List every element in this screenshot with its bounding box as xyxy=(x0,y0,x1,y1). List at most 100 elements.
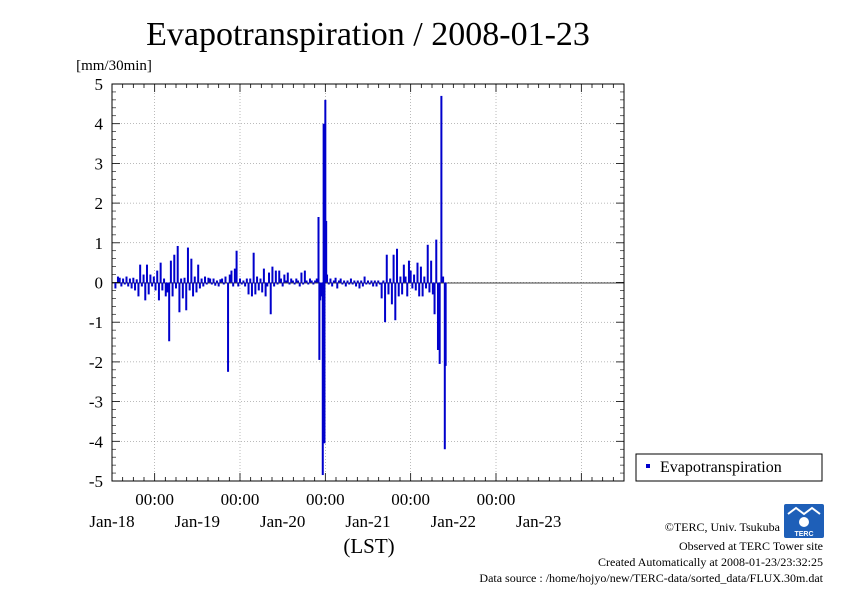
x-time-label: 00:00 xyxy=(135,490,174,509)
data-bar xyxy=(261,282,264,293)
data-bar xyxy=(348,282,351,285)
data-bar xyxy=(254,282,257,295)
data-bar xyxy=(390,282,393,305)
data-bar xyxy=(257,282,260,291)
data-bar xyxy=(425,282,428,289)
data-bar xyxy=(215,280,218,283)
data-bar xyxy=(399,276,402,283)
data-bar xyxy=(152,276,155,283)
data-bar xyxy=(198,282,201,289)
data-bar xyxy=(274,270,277,283)
data-bar xyxy=(285,280,288,283)
data-bar xyxy=(385,254,388,283)
data-bar xyxy=(290,278,293,283)
data-bar xyxy=(183,277,186,283)
data-bar xyxy=(159,262,162,283)
x-axis-label: (LST) xyxy=(343,534,394,558)
data-bar xyxy=(163,278,166,283)
data-bar xyxy=(221,278,224,283)
data-bar xyxy=(323,282,326,444)
data-bar xyxy=(266,282,269,287)
data-bar xyxy=(214,282,217,286)
data-bar xyxy=(219,279,222,283)
data-bar xyxy=(259,278,262,283)
data-bar xyxy=(339,278,342,283)
data-bar xyxy=(343,280,346,283)
data-bar xyxy=(387,282,390,295)
data-bar xyxy=(139,264,142,283)
x-date-label: Jan-18 xyxy=(89,512,134,531)
data-bar xyxy=(264,282,267,297)
data-bar xyxy=(404,276,407,283)
data-bar xyxy=(431,282,434,295)
x-date-label: Jan-19 xyxy=(175,512,220,531)
y-tick-label: 5 xyxy=(95,75,104,94)
data-bar xyxy=(145,264,148,283)
data-bar xyxy=(373,280,376,283)
data-bar xyxy=(356,280,359,283)
data-bar xyxy=(230,270,233,283)
data-bar xyxy=(394,282,397,321)
data-bar xyxy=(307,282,310,285)
data-bar xyxy=(210,282,213,285)
data-bar xyxy=(331,282,334,287)
data-bar xyxy=(237,282,240,287)
data-bar xyxy=(173,254,176,283)
data-bar xyxy=(384,282,387,323)
data-bar xyxy=(244,282,247,287)
data-bar xyxy=(212,278,215,283)
data-bar xyxy=(358,282,361,289)
data-bar xyxy=(377,280,380,283)
y-tick-label: -2 xyxy=(89,353,103,372)
data-bar xyxy=(149,274,152,283)
y-axis-unit-label: [mm/30min] xyxy=(76,58,152,74)
data-bar xyxy=(346,280,349,283)
y-tick-label: 3 xyxy=(95,154,104,173)
data-bar xyxy=(430,260,433,283)
data-bar xyxy=(438,282,441,364)
y-tick-label: 0 xyxy=(95,274,104,293)
x-time-label: 00:00 xyxy=(391,490,430,509)
data-bar xyxy=(125,276,128,283)
data-bar xyxy=(171,282,174,297)
data-bar xyxy=(368,282,371,285)
data-bar xyxy=(382,280,385,283)
data-bar xyxy=(256,276,259,283)
data-bar xyxy=(322,123,325,283)
data-bar xyxy=(279,278,282,283)
data-bar xyxy=(325,220,328,283)
data-bar xyxy=(144,282,147,301)
data-bar xyxy=(227,282,230,372)
data-bar xyxy=(291,280,294,283)
data-bar xyxy=(327,282,330,285)
data-bar xyxy=(114,282,117,289)
data-bar xyxy=(380,282,383,299)
data-bar xyxy=(190,258,193,283)
chart-title: Evapotranspiration / 2008-01-23 xyxy=(146,16,590,53)
data-bar xyxy=(375,282,378,287)
data-bar xyxy=(239,278,241,283)
data-bar xyxy=(413,274,416,283)
created-text: Created Automatically at 2008-01-23/23:3… xyxy=(598,555,823,569)
data-bar xyxy=(140,282,143,287)
data-bar xyxy=(401,282,404,295)
data-bar xyxy=(396,248,399,283)
data-bar xyxy=(433,282,436,315)
data-bar xyxy=(355,282,358,287)
data-bar xyxy=(161,282,164,291)
data-bar xyxy=(310,280,313,283)
data-bar xyxy=(423,276,426,283)
data-bar xyxy=(295,278,298,283)
data-bar xyxy=(392,254,395,283)
data-bar xyxy=(283,274,286,283)
data-bar xyxy=(137,282,140,297)
data-bar xyxy=(297,280,300,283)
data-bar xyxy=(268,272,271,283)
data-bar xyxy=(186,247,189,283)
data-bar xyxy=(389,278,392,283)
data-bar xyxy=(365,282,368,285)
y-tick-label: -3 xyxy=(89,393,103,412)
data-bar xyxy=(435,239,438,283)
data-bar xyxy=(360,280,363,283)
data-bar xyxy=(247,282,250,295)
